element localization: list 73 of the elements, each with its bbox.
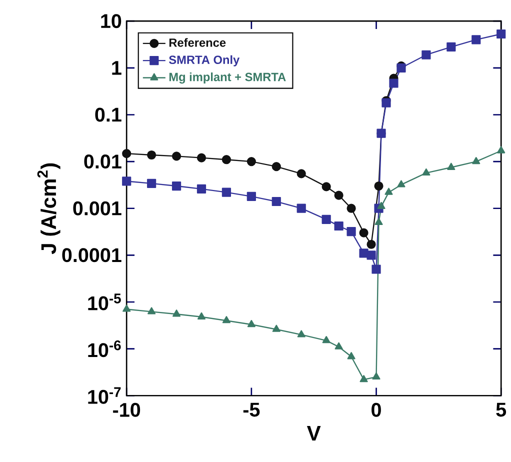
y-tick-label: 0.001 [73,202,122,216]
point [382,98,391,108]
point [322,336,330,344]
x-tick-label: 5 [496,403,506,417]
x-axis-title: V [306,426,321,441]
point [360,375,368,382]
y-axis-title: J (A/cm$^{2}$) [37,164,60,254]
point [122,176,132,186]
point [147,150,156,160]
point [334,342,343,350]
point [497,146,506,154]
point [366,250,376,260]
point [384,188,393,196]
point [372,264,381,274]
point [366,240,376,250]
point [297,330,306,338]
point [377,202,386,210]
point [322,182,331,192]
point [172,182,182,191]
point [472,157,480,164]
point [374,182,384,191]
y-tick-label: 0.1 [95,108,122,122]
y-tick-label: 0.0001 [62,248,122,262]
point [359,248,368,258]
point [422,168,430,176]
point [496,30,506,39]
point [346,227,356,236]
x-tick-label: 0 [372,403,381,418]
y-tick-label: 10$^{-7}$ [88,388,121,404]
point [148,307,156,315]
point [334,190,344,200]
point [272,162,281,172]
point [272,197,281,206]
point [397,180,406,188]
point [422,50,431,60]
y-tick-label: 10$^{-5}$ [88,294,121,311]
point [197,312,206,320]
point [147,179,156,188]
point [296,204,306,214]
point [347,352,356,360]
point [172,152,182,161]
point [222,155,232,164]
point [222,188,232,198]
point [247,320,256,328]
point [446,42,456,52]
point [122,304,131,312]
point [222,316,230,324]
x-tick-label: -10 [113,403,140,418]
y-tick-label: 10 [101,14,122,28]
y-tick-label: 0.01 [84,154,122,169]
point [322,215,331,224]
y-tick-label: 1 [112,61,122,75]
point [296,169,306,178]
point [372,372,380,380]
point [122,149,132,158]
point [272,325,280,332]
point [246,192,256,202]
point [196,154,206,163]
point [172,310,181,317]
point [374,218,383,226]
legend-label: Mg implant + SMRTA [169,72,286,84]
point [447,163,456,170]
legend-label: Reference [169,38,226,48]
point [196,184,206,194]
point [389,78,398,88]
point [334,222,344,231]
legend-label: SMRTA Only [169,56,240,67]
x-tick-label: -5 [243,403,260,417]
point [246,157,256,166]
point [346,204,356,214]
y-tick-label: 10$^{-6}$ [88,340,121,358]
point [472,35,481,45]
point [359,228,368,238]
